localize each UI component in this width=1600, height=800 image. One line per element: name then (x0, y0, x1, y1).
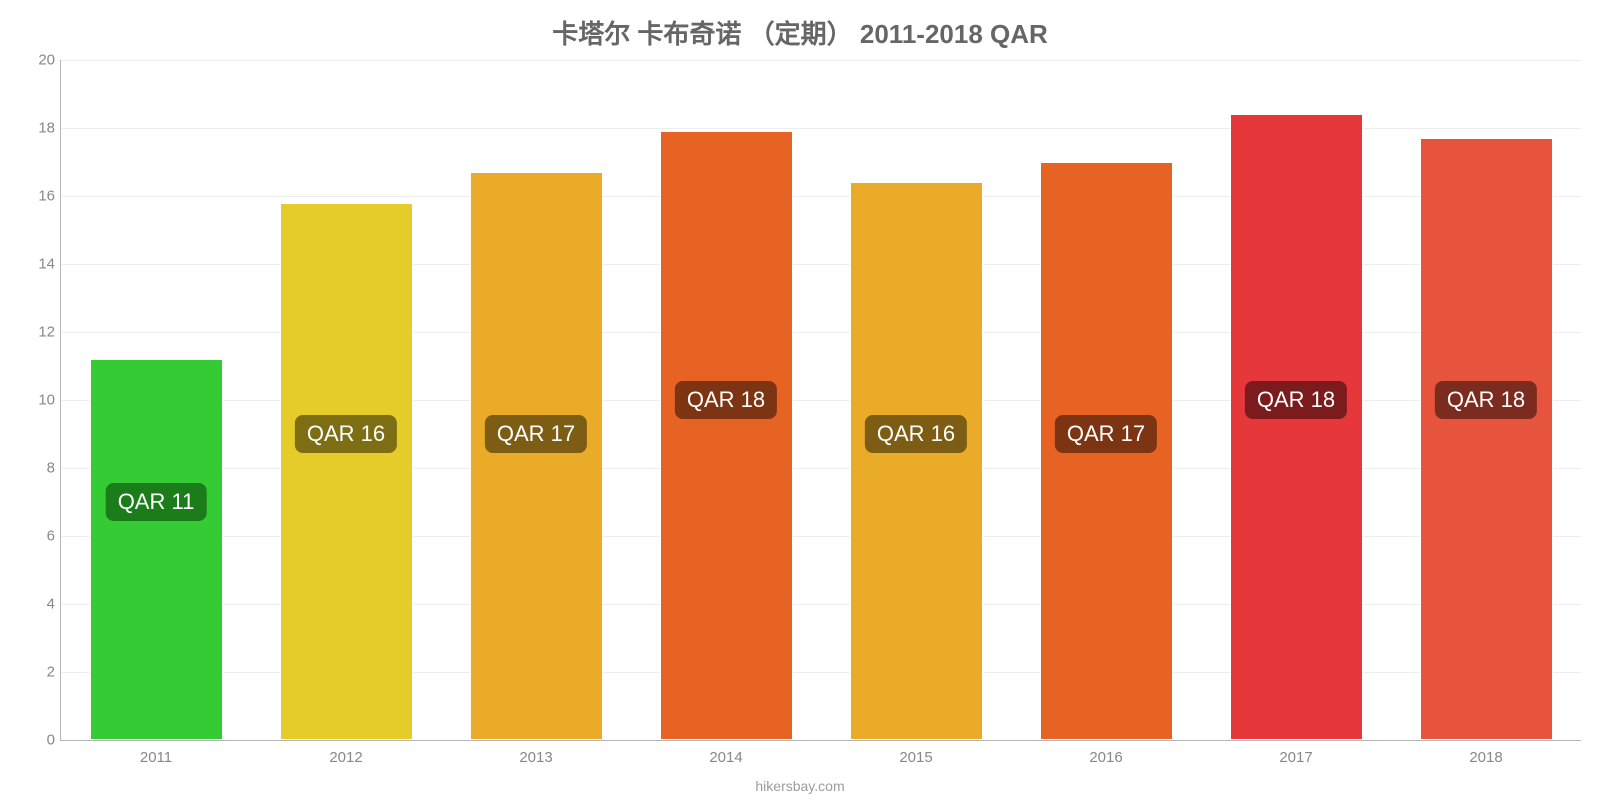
y-tick-label: 6 (21, 528, 55, 545)
x-tick-label: 2017 (1279, 749, 1312, 766)
x-tick-label: 2013 (519, 749, 552, 766)
x-tick-label: 2014 (709, 749, 742, 766)
y-tick-label: 20 (21, 52, 55, 69)
gridline (61, 60, 1581, 61)
bar (1230, 114, 1363, 740)
x-tick-label: 2015 (899, 749, 932, 766)
x-tick-label: 2012 (329, 749, 362, 766)
x-tick-label: 2011 (140, 749, 172, 766)
y-tick-label: 10 (21, 392, 55, 409)
bar (850, 182, 983, 740)
bar (660, 131, 793, 740)
bar (1420, 138, 1553, 740)
y-tick-label: 4 (21, 596, 55, 613)
bar-value-label: QAR 18 (675, 381, 777, 419)
bar-value-label: QAR 11 (106, 483, 207, 521)
y-tick-label: 16 (21, 188, 55, 205)
bar (470, 172, 603, 740)
bar (90, 359, 223, 740)
bar-value-label: QAR 16 (865, 415, 967, 453)
x-tick-label: 2016 (1089, 749, 1122, 766)
x-tick-label: 2018 (1469, 749, 1502, 766)
bar-value-label: QAR 18 (1435, 381, 1537, 419)
bar-chart: 卡塔尔 卡布奇诺 （定期） 2011-2018 QAR 024681012141… (0, 0, 1600, 800)
bar (280, 203, 413, 740)
y-tick-label: 12 (21, 324, 55, 341)
y-tick-label: 0 (21, 732, 55, 749)
bar-value-label: QAR 17 (485, 415, 587, 453)
y-tick-label: 2 (21, 664, 55, 681)
bar-value-label: QAR 17 (1055, 415, 1157, 453)
y-tick-label: 8 (21, 460, 55, 477)
chart-title: 卡塔尔 卡布奇诺 （定期） 2011-2018 QAR (0, 14, 1600, 51)
chart-footer: hikersbay.com (0, 778, 1600, 794)
bar-value-label: QAR 16 (295, 415, 397, 453)
y-tick-label: 18 (21, 120, 55, 137)
bar-value-label: QAR 18 (1245, 381, 1347, 419)
y-tick-label: 14 (21, 256, 55, 273)
plot-area: 024681012141618202011QAR 112012QAR 16201… (60, 60, 1581, 741)
